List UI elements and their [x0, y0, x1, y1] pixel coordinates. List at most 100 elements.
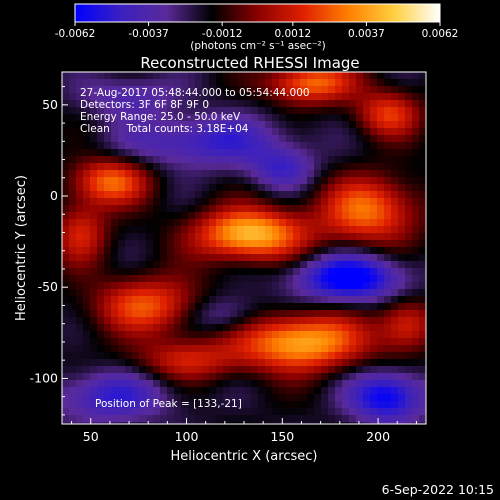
- heatmap-cell: [223, 142, 231, 150]
- heatmap-cell: [202, 247, 210, 255]
- heatmap-cell: [111, 149, 119, 157]
- heatmap-cell: [412, 128, 420, 136]
- heatmap-cell: [83, 331, 91, 339]
- heatmap-cell: [69, 233, 77, 241]
- heatmap-cell: [195, 394, 203, 402]
- heatmap-cell: [398, 212, 406, 220]
- heatmap-cell: [181, 261, 189, 269]
- heatmap-cell: [69, 177, 77, 185]
- heatmap-cell: [342, 156, 350, 164]
- heatmap-cell: [314, 233, 322, 241]
- heatmap-cell: [132, 317, 140, 325]
- heatmap-cell: [104, 261, 112, 269]
- heatmap-cell: [244, 219, 252, 227]
- heatmap-cell: [328, 310, 336, 318]
- heatmap-cell: [391, 226, 399, 234]
- heatmap-cell: [370, 163, 378, 171]
- heatmap-cell: [419, 100, 426, 108]
- heatmap-cell: [405, 72, 413, 80]
- heatmap-cell: [132, 100, 140, 108]
- heatmap-cell: [237, 268, 245, 276]
- heatmap-cell: [125, 289, 133, 297]
- heatmap-cell: [146, 233, 154, 241]
- heatmap-cell: [223, 212, 231, 220]
- heatmap-cell: [111, 240, 119, 248]
- heatmap-cell: [188, 324, 196, 332]
- heatmap-cell: [188, 93, 196, 101]
- heatmap-cell: [90, 338, 98, 346]
- heatmap-cell: [251, 296, 259, 304]
- heatmap-cell: [384, 219, 392, 227]
- heatmap-cell: [202, 156, 210, 164]
- heatmap-cell: [356, 93, 364, 101]
- heatmap-cell: [90, 366, 98, 374]
- heatmap-cell: [132, 149, 140, 157]
- heatmap-cell: [293, 275, 301, 283]
- heatmap-cell: [216, 408, 224, 416]
- heatmap-cell: [237, 345, 245, 353]
- heatmap-cell: [132, 170, 140, 178]
- heatmap-cell: [223, 324, 231, 332]
- heatmap-cell: [405, 191, 413, 199]
- heatmap-cell: [195, 310, 203, 318]
- heatmap-cell: [328, 275, 336, 283]
- heatmap-cell: [293, 149, 301, 157]
- heatmap-cell: [160, 268, 168, 276]
- heatmap-cell: [111, 303, 119, 311]
- heatmap-cell: [83, 135, 91, 143]
- heatmap-cell: [244, 226, 252, 234]
- heatmap-cell: [223, 121, 231, 129]
- heatmap-cell: [132, 268, 140, 276]
- heatmap-cell: [167, 191, 175, 199]
- heatmap-cell: [97, 282, 105, 290]
- heatmap-cell: [391, 205, 399, 213]
- heatmap-cell: [370, 275, 378, 283]
- heatmap-cell: [111, 289, 119, 297]
- heatmap-cell: [300, 331, 308, 339]
- heatmap-cell: [132, 303, 140, 311]
- heatmap-cell: [419, 205, 426, 213]
- heatmap-cell: [230, 415, 238, 423]
- heatmap-cell: [76, 191, 84, 199]
- heatmap-cell: [125, 191, 133, 199]
- heatmap-cell: [83, 219, 91, 227]
- heatmap-cell: [188, 359, 196, 367]
- heatmap-cell: [195, 198, 203, 206]
- heatmap-cell: [265, 184, 273, 192]
- heatmap-cell: [111, 128, 119, 136]
- heatmap-cell: [111, 359, 119, 367]
- heatmap-cell: [167, 394, 175, 402]
- heatmap-cell: [335, 226, 343, 234]
- heatmap-cell: [335, 254, 343, 262]
- heatmap-cell: [146, 261, 154, 269]
- heatmap-cell: [251, 156, 259, 164]
- heatmap-cell: [237, 177, 245, 185]
- heatmap-cell: [293, 289, 301, 297]
- heatmap-cell: [174, 142, 182, 150]
- heatmap-cell: [244, 149, 252, 157]
- heatmap-cell: [412, 114, 420, 122]
- heatmap-cell: [321, 163, 329, 171]
- heatmap-cell: [125, 373, 133, 381]
- heatmap-cell: [419, 296, 426, 304]
- heatmap-cell: [167, 310, 175, 318]
- heatmap-cell: [69, 156, 77, 164]
- heatmap-cell: [132, 331, 140, 339]
- heatmap-cell: [279, 114, 287, 122]
- heatmap-cell: [97, 128, 105, 136]
- heatmap-cell: [377, 93, 385, 101]
- heatmap-cell: [62, 142, 70, 150]
- heatmap-cell: [412, 387, 420, 395]
- heatmap-cell: [328, 219, 336, 227]
- heatmap-cell: [363, 170, 371, 178]
- heatmap-cell: [244, 184, 252, 192]
- heatmap-cell: [188, 142, 196, 150]
- heatmap-cell: [307, 373, 315, 381]
- heatmap-cell: [307, 142, 315, 150]
- heatmap-cell: [90, 387, 98, 395]
- heatmap-cell: [335, 275, 343, 283]
- heatmap-cell: [90, 114, 98, 122]
- heatmap-cell: [405, 107, 413, 115]
- heatmap-cell: [69, 324, 77, 332]
- heatmap-cell: [391, 422, 399, 424]
